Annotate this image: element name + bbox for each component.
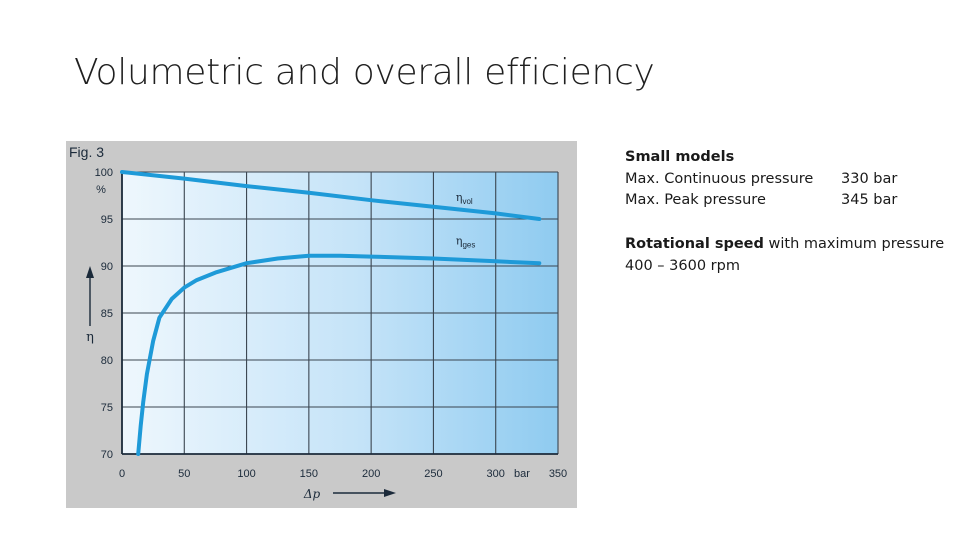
x-axis-title: Δp (303, 487, 321, 501)
y-tick-label: 95 (101, 214, 113, 226)
series-label: ηges (456, 234, 476, 249)
y-tick-label: 85 (101, 308, 113, 320)
y-axis-title: η (86, 330, 94, 345)
y-tick-label: 75 (101, 402, 113, 414)
y-unit-label: % (96, 184, 106, 196)
x-tick-label: 350 (549, 468, 567, 480)
spec-value: 345 bar (841, 192, 898, 208)
series-lines (120, 170, 542, 456)
rotational-speed-line: Rotational speed with maximum pressure (625, 234, 944, 256)
y-tick-label: 90 (101, 261, 113, 273)
spec-value: 330 bar (841, 170, 898, 187)
rotational-speed-block: Rotational speed with maximum pressure 4… (625, 234, 944, 277)
x-tick-label: 300 (487, 468, 505, 480)
y-tick-label: 80 (101, 355, 113, 367)
tick-labels: 0 50 100 150 200 250 300 350 100 95 90 85 80 75 70 (95, 167, 568, 480)
y-tick-label: 70 (101, 449, 113, 461)
specs-panel: Small models Max. Continuous pressure 33… (625, 147, 897, 212)
series-line-ges (136, 253, 542, 456)
x-tick-label: 100 (237, 468, 255, 480)
x-unit-label: bar (514, 468, 530, 480)
rotational-speed-text: with maximum pressure (763, 236, 945, 252)
efficiency-chart: ηvol ηges 0 50 100 150 200 250 300 350 100 95 90 85 8… (66, 141, 577, 508)
spec-label: Max. Continuous pressure (625, 170, 814, 187)
series-labels: ηvol ηges (456, 191, 476, 249)
series-line-vol (120, 170, 542, 221)
x-axis-arrow (333, 489, 396, 497)
specs-heading: Small models (625, 149, 735, 165)
x-tick-label: 50 (178, 468, 190, 480)
x-tick-label: 0 (119, 468, 125, 480)
slide-title: Volumetric and overall efficiency (74, 52, 655, 93)
rotational-speed-label: Rotational speed (625, 236, 764, 252)
spec-label: Max. Peak pressure (625, 192, 766, 208)
y-axis-arrow (86, 266, 94, 326)
x-tick-label: 200 (362, 468, 380, 480)
rotational-speed-value: 400 – 3600 rpm (625, 257, 740, 274)
grid (121, 171, 559, 455)
figure-title: Fig. 3 (69, 144, 104, 160)
x-tick-label: 250 (424, 468, 442, 480)
spec-row-continuous: Max. Continuous pressure 330 bar (625, 169, 897, 191)
spec-row-peak: Max. Peak pressure 345 bar (625, 190, 897, 212)
chart-svg: ηvol ηges 0 50 100 150 200 250 300 350 100 95 90 85 8… (66, 141, 577, 508)
y-tick-label: 100 (95, 167, 113, 179)
series-label: ηvol (456, 191, 473, 206)
x-tick-label: 150 (300, 468, 318, 480)
